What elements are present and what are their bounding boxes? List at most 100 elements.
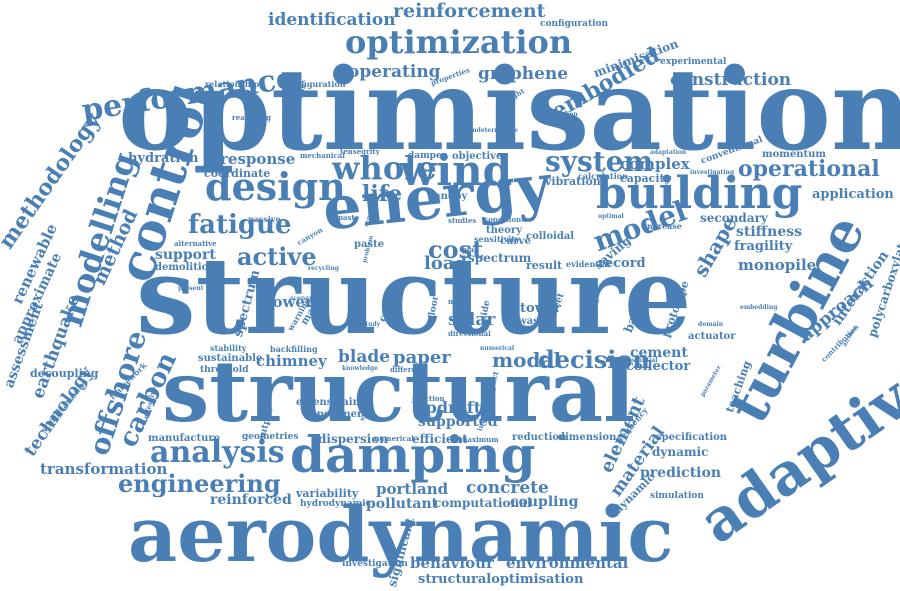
word-monopile: monopile — [738, 256, 817, 274]
word-configuration: configuration — [285, 79, 346, 89]
word-fatigue: fatigue — [188, 210, 292, 240]
word-distribution: reasoning — [232, 113, 272, 122]
word-contribution: adaptation — [650, 149, 687, 156]
word-waste: tower — [520, 301, 561, 316]
word-solution: damper — [408, 151, 447, 161]
word-result: result — [526, 259, 563, 272]
word-fragility: fragility — [734, 239, 793, 254]
word-studies: different — [390, 365, 425, 374]
word-reinforced: reinforced — [210, 492, 292, 508]
word-impact: evidential — [566, 259, 611, 269]
word-wind: wind — [400, 146, 513, 195]
word-power: power — [262, 293, 313, 311]
word-identification: identification — [268, 10, 396, 30]
word-system: system — [545, 145, 654, 178]
word-efficient: efficient — [412, 432, 468, 446]
word-structure: structure — [136, 233, 692, 358]
word-load: load — [424, 253, 468, 274]
word-passive: canopy — [428, 191, 468, 202]
word-construction: construction — [670, 70, 792, 90]
word-adaptation: investigating — [690, 169, 735, 176]
word-building: building — [596, 168, 803, 219]
word-actuation: sustainable — [198, 353, 263, 364]
word-active: active — [237, 242, 317, 271]
word-compression: indeterminate — [470, 127, 518, 134]
word-life: life — [362, 181, 403, 207]
word-condition: recycling — [308, 265, 339, 272]
word-manufacture: manufacture — [148, 433, 220, 444]
word-complex: complex — [620, 155, 690, 173]
word-colloidal: colloidal — [526, 231, 575, 242]
word-economy: optimal — [598, 213, 624, 220]
word-sustainable: threshold — [200, 365, 249, 375]
word-alternative: passive — [248, 214, 281, 224]
word-chimney: chimney — [256, 352, 327, 370]
word-making: eigenstrain — [296, 397, 360, 408]
word-knowledge: maximum — [460, 435, 499, 444]
word-magnetorheological: experimental — [660, 57, 727, 67]
word-geometries: geometries — [242, 432, 299, 442]
word-momentum: momentum — [762, 149, 826, 160]
word-transformation: transformation — [40, 460, 168, 478]
word-frequency: substantial — [620, 357, 658, 364]
word-demolition: alternative — [174, 239, 217, 248]
word-effective: junction — [412, 394, 445, 403]
word-form: more — [448, 297, 469, 306]
word-paper: paper — [393, 347, 451, 368]
word-automation: simulation — [650, 491, 704, 501]
word-present: numerical — [480, 345, 515, 352]
word-response: response — [220, 150, 296, 168]
word-warning: copolymer — [304, 409, 363, 420]
word-modal: modal — [492, 348, 562, 372]
word-concrete: concrete — [466, 478, 549, 498]
word-structural: structural — [162, 342, 636, 441]
word-environmental: environmental — [506, 554, 629, 572]
word-case: plan — [462, 245, 480, 254]
word-support: support — [155, 247, 216, 263]
word-threshold: stability — [210, 343, 247, 353]
word-curve: curve — [500, 236, 531, 247]
word-investigating: compression — [535, 111, 578, 118]
word-decoupling: decoupling — [30, 367, 99, 380]
word-properties: tensegrity — [340, 147, 380, 156]
word-analysis: analysis — [150, 435, 285, 470]
word-tower: spectrum — [468, 251, 532, 265]
word-paste: paste — [354, 239, 385, 250]
word-solar: solar — [448, 310, 496, 330]
word-reinforcement: reinforcement — [393, 0, 546, 22]
word-junction: increase — [644, 221, 682, 231]
word-backfilling: demolition — [155, 262, 216, 273]
word-hydrodynamic: hydrodynamic — [300, 499, 372, 509]
word-numerical: numerical — [374, 434, 414, 443]
word-substantial: embedding — [740, 304, 778, 311]
word-blade: blade — [338, 347, 391, 367]
word-updraft: supported — [418, 414, 498, 430]
word-problem: scenario — [290, 295, 319, 302]
word-damper: objective — [452, 151, 503, 162]
word-dimension: dimension — [558, 432, 617, 443]
word-behaviour: behaviour — [410, 554, 494, 572]
word-optimization: optimization — [345, 23, 573, 61]
word-sensitivity: present — [178, 285, 204, 292]
word-operating: operating — [348, 62, 441, 82]
word-aerodynamic: aerodynamic — [128, 490, 674, 579]
word-portland: portland — [376, 480, 449, 498]
word-scour: sensitivity — [474, 234, 520, 244]
word-graphene: graphene — [478, 64, 569, 84]
word-hydration: hydration — [128, 151, 199, 166]
word-whole: whole — [332, 149, 437, 187]
word-coordinate: coordinate — [204, 167, 271, 180]
word-damping: damping — [290, 425, 536, 484]
word-vibration: vibration — [545, 175, 601, 188]
word-stability: backfilling — [270, 344, 318, 354]
word-optimal: condition — [484, 215, 522, 224]
word-timber: updraft — [414, 398, 482, 417]
word-structuraloptimisation: structuraloptimisation — [418, 572, 584, 587]
word-secondary: secondary — [700, 211, 768, 225]
word-variability: variability — [296, 487, 359, 500]
word-tensegrity: mechanical — [300, 151, 345, 160]
word-more: directional — [448, 329, 491, 338]
word-canyon: studies — [448, 216, 477, 225]
word-canopy: paste — [338, 213, 360, 222]
